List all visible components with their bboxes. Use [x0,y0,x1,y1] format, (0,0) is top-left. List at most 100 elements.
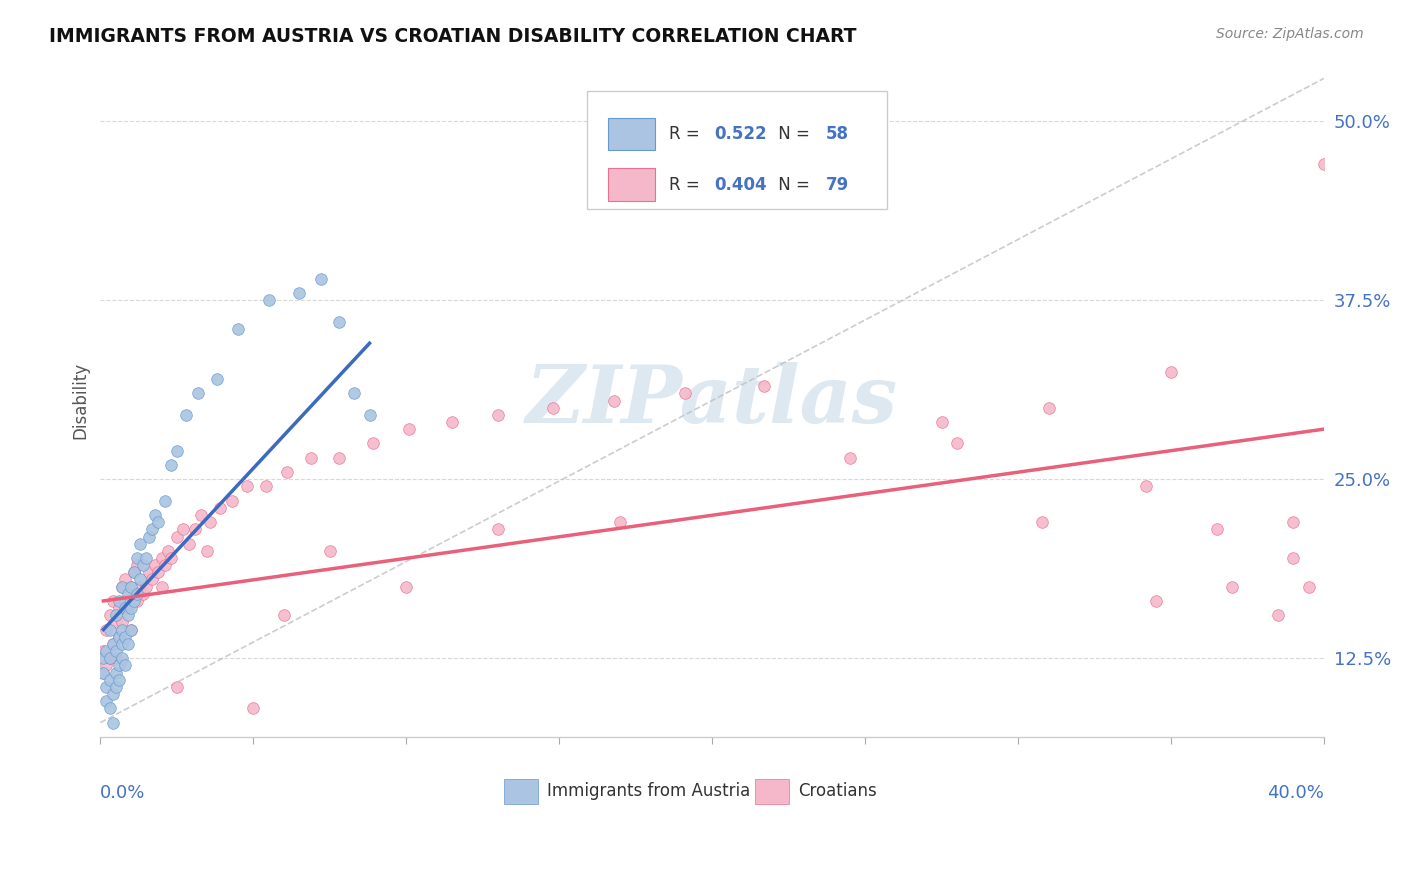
Point [93,651,115,665]
Point [120,580,142,594]
Point [107,630,129,644]
Point [838,450,860,465]
Point [117,601,139,615]
Point [166,680,188,694]
Point [150,580,173,594]
Point [135,551,157,566]
Point [101,594,124,608]
Point [273,608,295,623]
Point [359,408,381,422]
Point [166,529,188,543]
Point [111,615,134,630]
Point [145,508,167,522]
Point [129,573,152,587]
Point [98,701,121,715]
Point [208,500,231,515]
Point [200,515,222,529]
Point [145,558,167,573]
Point [1220,580,1243,594]
Point [398,422,420,436]
Point [1313,157,1336,171]
Point [752,379,775,393]
Point [148,566,170,580]
Point [129,580,152,594]
Point [1282,551,1305,566]
Point [541,401,564,415]
Point [319,544,342,558]
Point [122,566,145,580]
Point [299,450,322,465]
Point [120,601,142,615]
Point [172,522,194,536]
Point [205,372,228,386]
Text: 0.0%: 0.0% [100,784,146,802]
Point [107,658,129,673]
FancyBboxPatch shape [588,91,887,209]
Point [242,701,264,715]
Text: IMMIGRANTS FROM AUSTRIA VS CROATIAN DISABILITY CORRELATION CHART: IMMIGRANTS FROM AUSTRIA VS CROATIAN DISA… [49,27,856,45]
Point [1298,580,1320,594]
Point [96,680,118,694]
Point [153,493,176,508]
Point [125,558,148,573]
Point [486,408,509,422]
Text: R =: R = [669,125,706,143]
Point [120,623,142,637]
Text: 40.0%: 40.0% [1267,784,1324,802]
Point [101,687,124,701]
Point [177,537,200,551]
Point [288,286,311,301]
Point [276,465,298,479]
Point [166,443,188,458]
Point [107,630,129,644]
Point [187,386,209,401]
Point [120,623,142,637]
Point [254,479,277,493]
Point [309,272,332,286]
Point [114,573,136,587]
Point [125,587,148,601]
Point [111,580,134,594]
Point [141,522,163,536]
Text: Source: ZipAtlas.com: Source: ZipAtlas.com [1216,27,1364,41]
Point [93,644,115,658]
Point [174,408,197,422]
Point [96,658,118,673]
Point [197,544,219,558]
Point [104,608,127,623]
Point [114,658,136,673]
Text: Croatians: Croatians [797,782,876,800]
Point [395,580,418,594]
Point [98,608,121,623]
Point [328,450,350,465]
Point [107,594,129,608]
Text: R =: R = [669,176,706,194]
Point [96,623,118,637]
Point [125,551,148,566]
Point [328,315,350,329]
Point [257,293,280,308]
Point [104,665,127,680]
FancyBboxPatch shape [609,169,655,201]
Point [101,637,124,651]
Point [132,558,155,573]
Point [114,594,136,608]
Point [101,637,124,651]
Point [1038,401,1060,415]
Text: 0.522: 0.522 [714,125,768,143]
Point [156,544,179,558]
Point [1144,594,1167,608]
Point [96,644,118,658]
Point [931,415,953,429]
Point [104,680,127,694]
Point [159,551,181,566]
Point [236,479,259,493]
Point [603,393,626,408]
Point [135,580,157,594]
Point [111,580,134,594]
Point [184,522,207,536]
Point [122,566,145,580]
Point [132,587,155,601]
Point [1267,608,1289,623]
Text: ZIPatlas: ZIPatlas [526,362,898,439]
